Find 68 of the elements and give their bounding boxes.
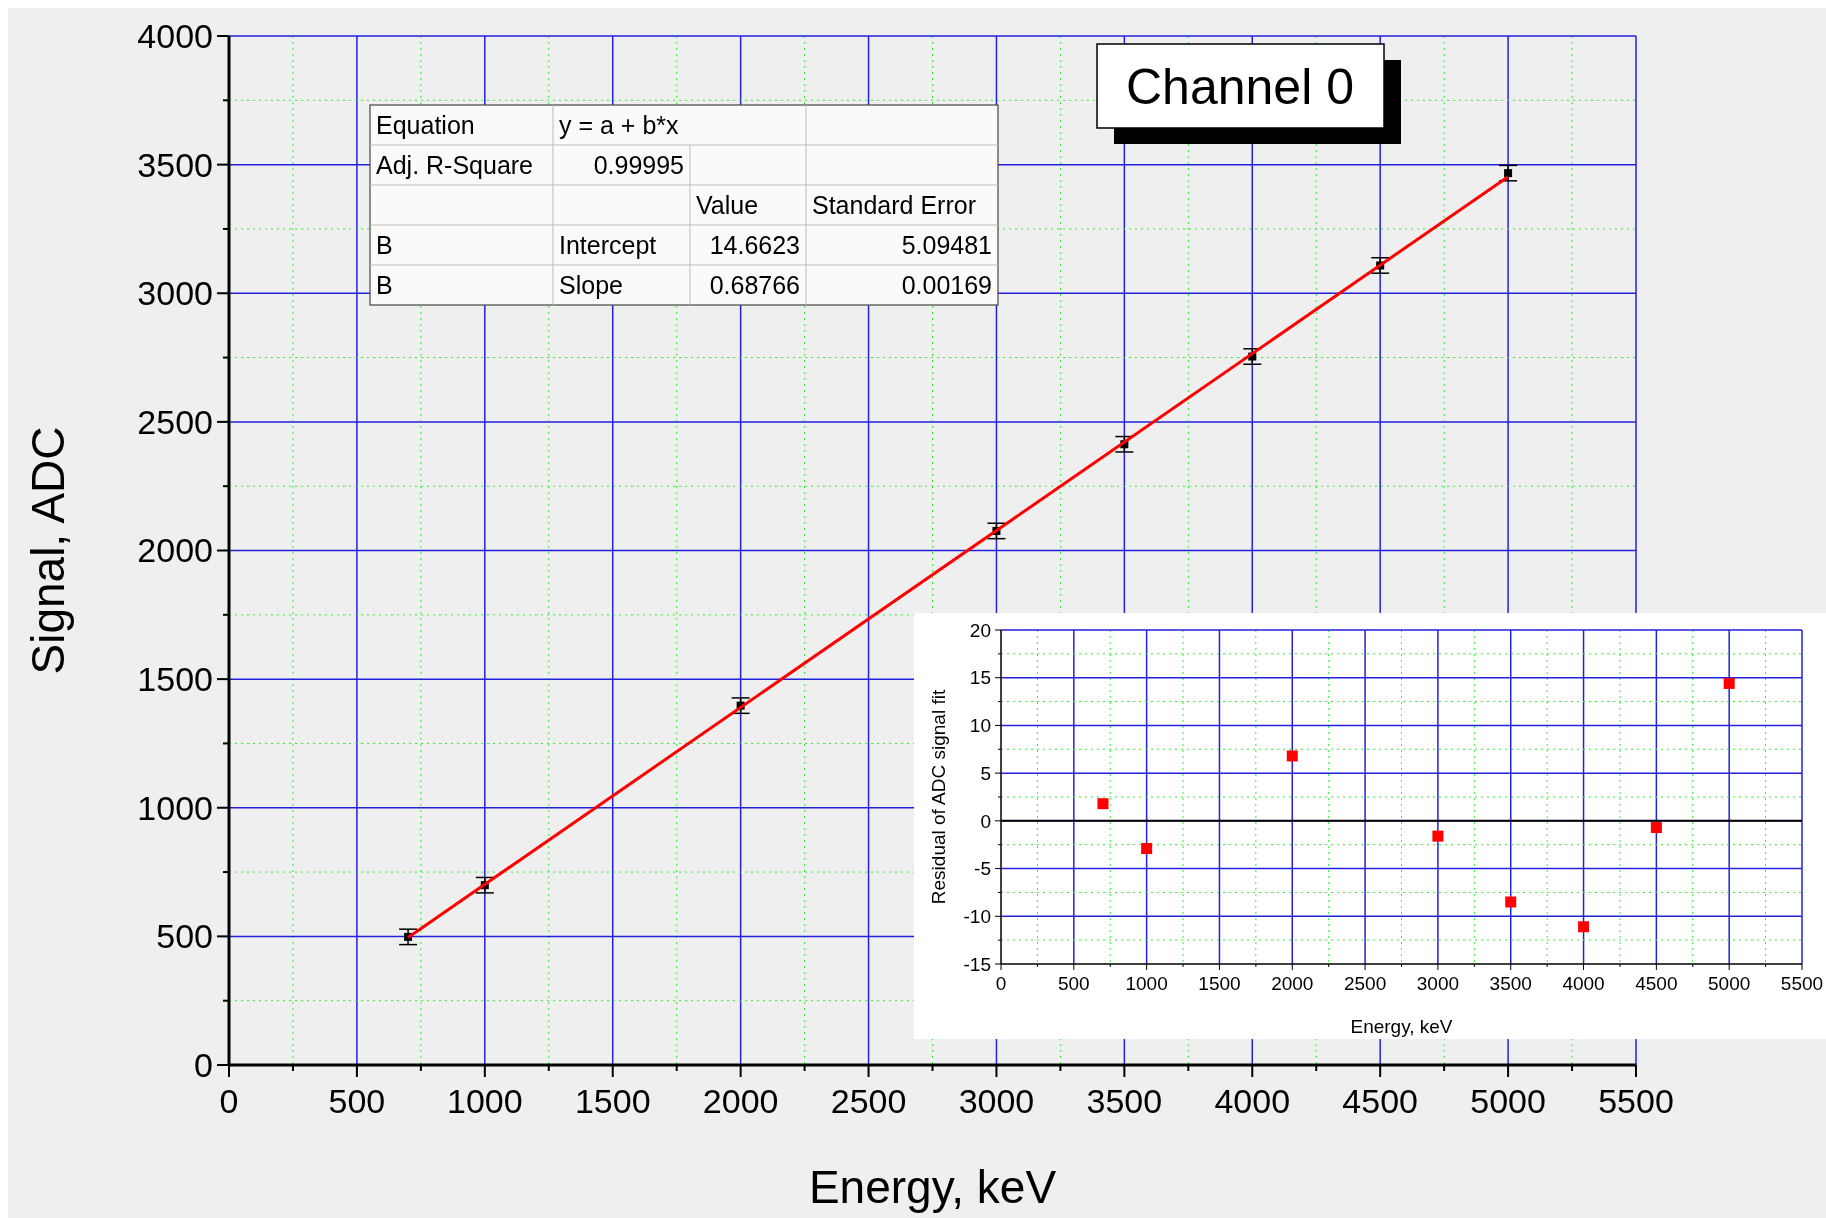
y-tick-label: 1500 — [137, 660, 213, 699]
annotation: B — [376, 270, 393, 299]
x-axis-title: Energy, keV — [1350, 1016, 1453, 1037]
x-tick-label: 5500 — [1598, 1081, 1674, 1120]
point — [1432, 830, 1444, 842]
x-tick-label: 2000 — [702, 1081, 779, 1120]
point — [1141, 843, 1153, 855]
x-tick-label: 1500 — [1198, 972, 1241, 994]
point — [1504, 169, 1513, 178]
x-tick-label: 2000 — [1271, 972, 1314, 994]
y-tick-label: 20 — [969, 619, 991, 641]
annotation: 0.00169 — [901, 270, 992, 299]
annotation: Value — [696, 190, 759, 219]
y-tick-label: 5 — [980, 762, 991, 784]
y-tick-label: 10 — [969, 715, 991, 737]
x-tick-label: 5500 — [1780, 972, 1824, 994]
y-tick-label: 2000 — [137, 531, 213, 570]
y-tick-label: 3500 — [137, 145, 213, 184]
x-tick-label: 2500 — [1343, 972, 1387, 994]
x-axis-title: Energy, keV — [808, 1161, 1057, 1213]
y-tick-label: 1000 — [137, 788, 213, 827]
point — [1723, 677, 1735, 689]
annotation: y = a + b*x — [559, 110, 680, 139]
y-tick-label: 4000 — [137, 16, 213, 55]
x-tick-label: 3500 — [1489, 972, 1532, 994]
annotation: Slope — [559, 270, 623, 299]
point — [1097, 798, 1109, 810]
annotation: Adj. R-Square — [376, 150, 534, 179]
annotation: 5.09481 — [901, 230, 992, 259]
x-tick-label: 3500 — [1086, 1081, 1163, 1120]
annotation: B — [376, 230, 393, 259]
x-tick-label: 4500 — [1635, 972, 1678, 994]
y-tick-label: 2500 — [137, 402, 213, 441]
x-tick-label: 1500 — [574, 1081, 651, 1120]
y-tick-label: -10 — [963, 905, 991, 927]
x-tick-label: 2500 — [830, 1081, 907, 1120]
y-tick-label: 0 — [980, 810, 991, 832]
y-tick-label: -15 — [963, 953, 991, 975]
x-tick-label: 4500 — [1342, 1081, 1418, 1120]
x-tick-label: 4000 — [1562, 972, 1605, 994]
text: Channel 0 — [1126, 58, 1354, 115]
x-tick-label: 4000 — [1214, 1081, 1291, 1120]
annotation: Standard Error — [812, 190, 976, 219]
x-tick-label: 500 — [1057, 972, 1090, 994]
y-axis-title: Signal, ADC — [22, 426, 75, 675]
point — [1650, 822, 1662, 834]
point — [1505, 896, 1517, 908]
y-tick-label: -5 — [974, 858, 991, 880]
x-tick-label: 3000 — [1416, 972, 1460, 994]
annotation: 14.6623 — [709, 230, 800, 259]
y-tick-label: 15 — [969, 667, 991, 689]
y-tick-label: 500 — [156, 917, 213, 956]
point — [1286, 750, 1298, 762]
x-tick-label: 0 — [219, 1081, 239, 1120]
x-tick-label: 500 — [328, 1081, 386, 1120]
annotation: Equation — [376, 110, 475, 139]
y-tick-label: 3000 — [137, 274, 213, 313]
x-tick-label: 0 — [995, 972, 1007, 994]
y-tick-label: 0 — [194, 1045, 213, 1084]
annotation: 0.99995 — [593, 150, 684, 179]
x-tick-label: 5000 — [1470, 1081, 1546, 1120]
x-tick-label: 5000 — [1708, 972, 1751, 994]
annotation: Intercept — [559, 230, 657, 259]
x-tick-label: 1000 — [447, 1081, 523, 1120]
x-tick-label: 1000 — [1125, 972, 1168, 994]
annotation: 0.68766 — [709, 270, 800, 299]
point — [1578, 921, 1590, 933]
y-axis-title: Residual of ADC signal fit — [927, 689, 949, 905]
